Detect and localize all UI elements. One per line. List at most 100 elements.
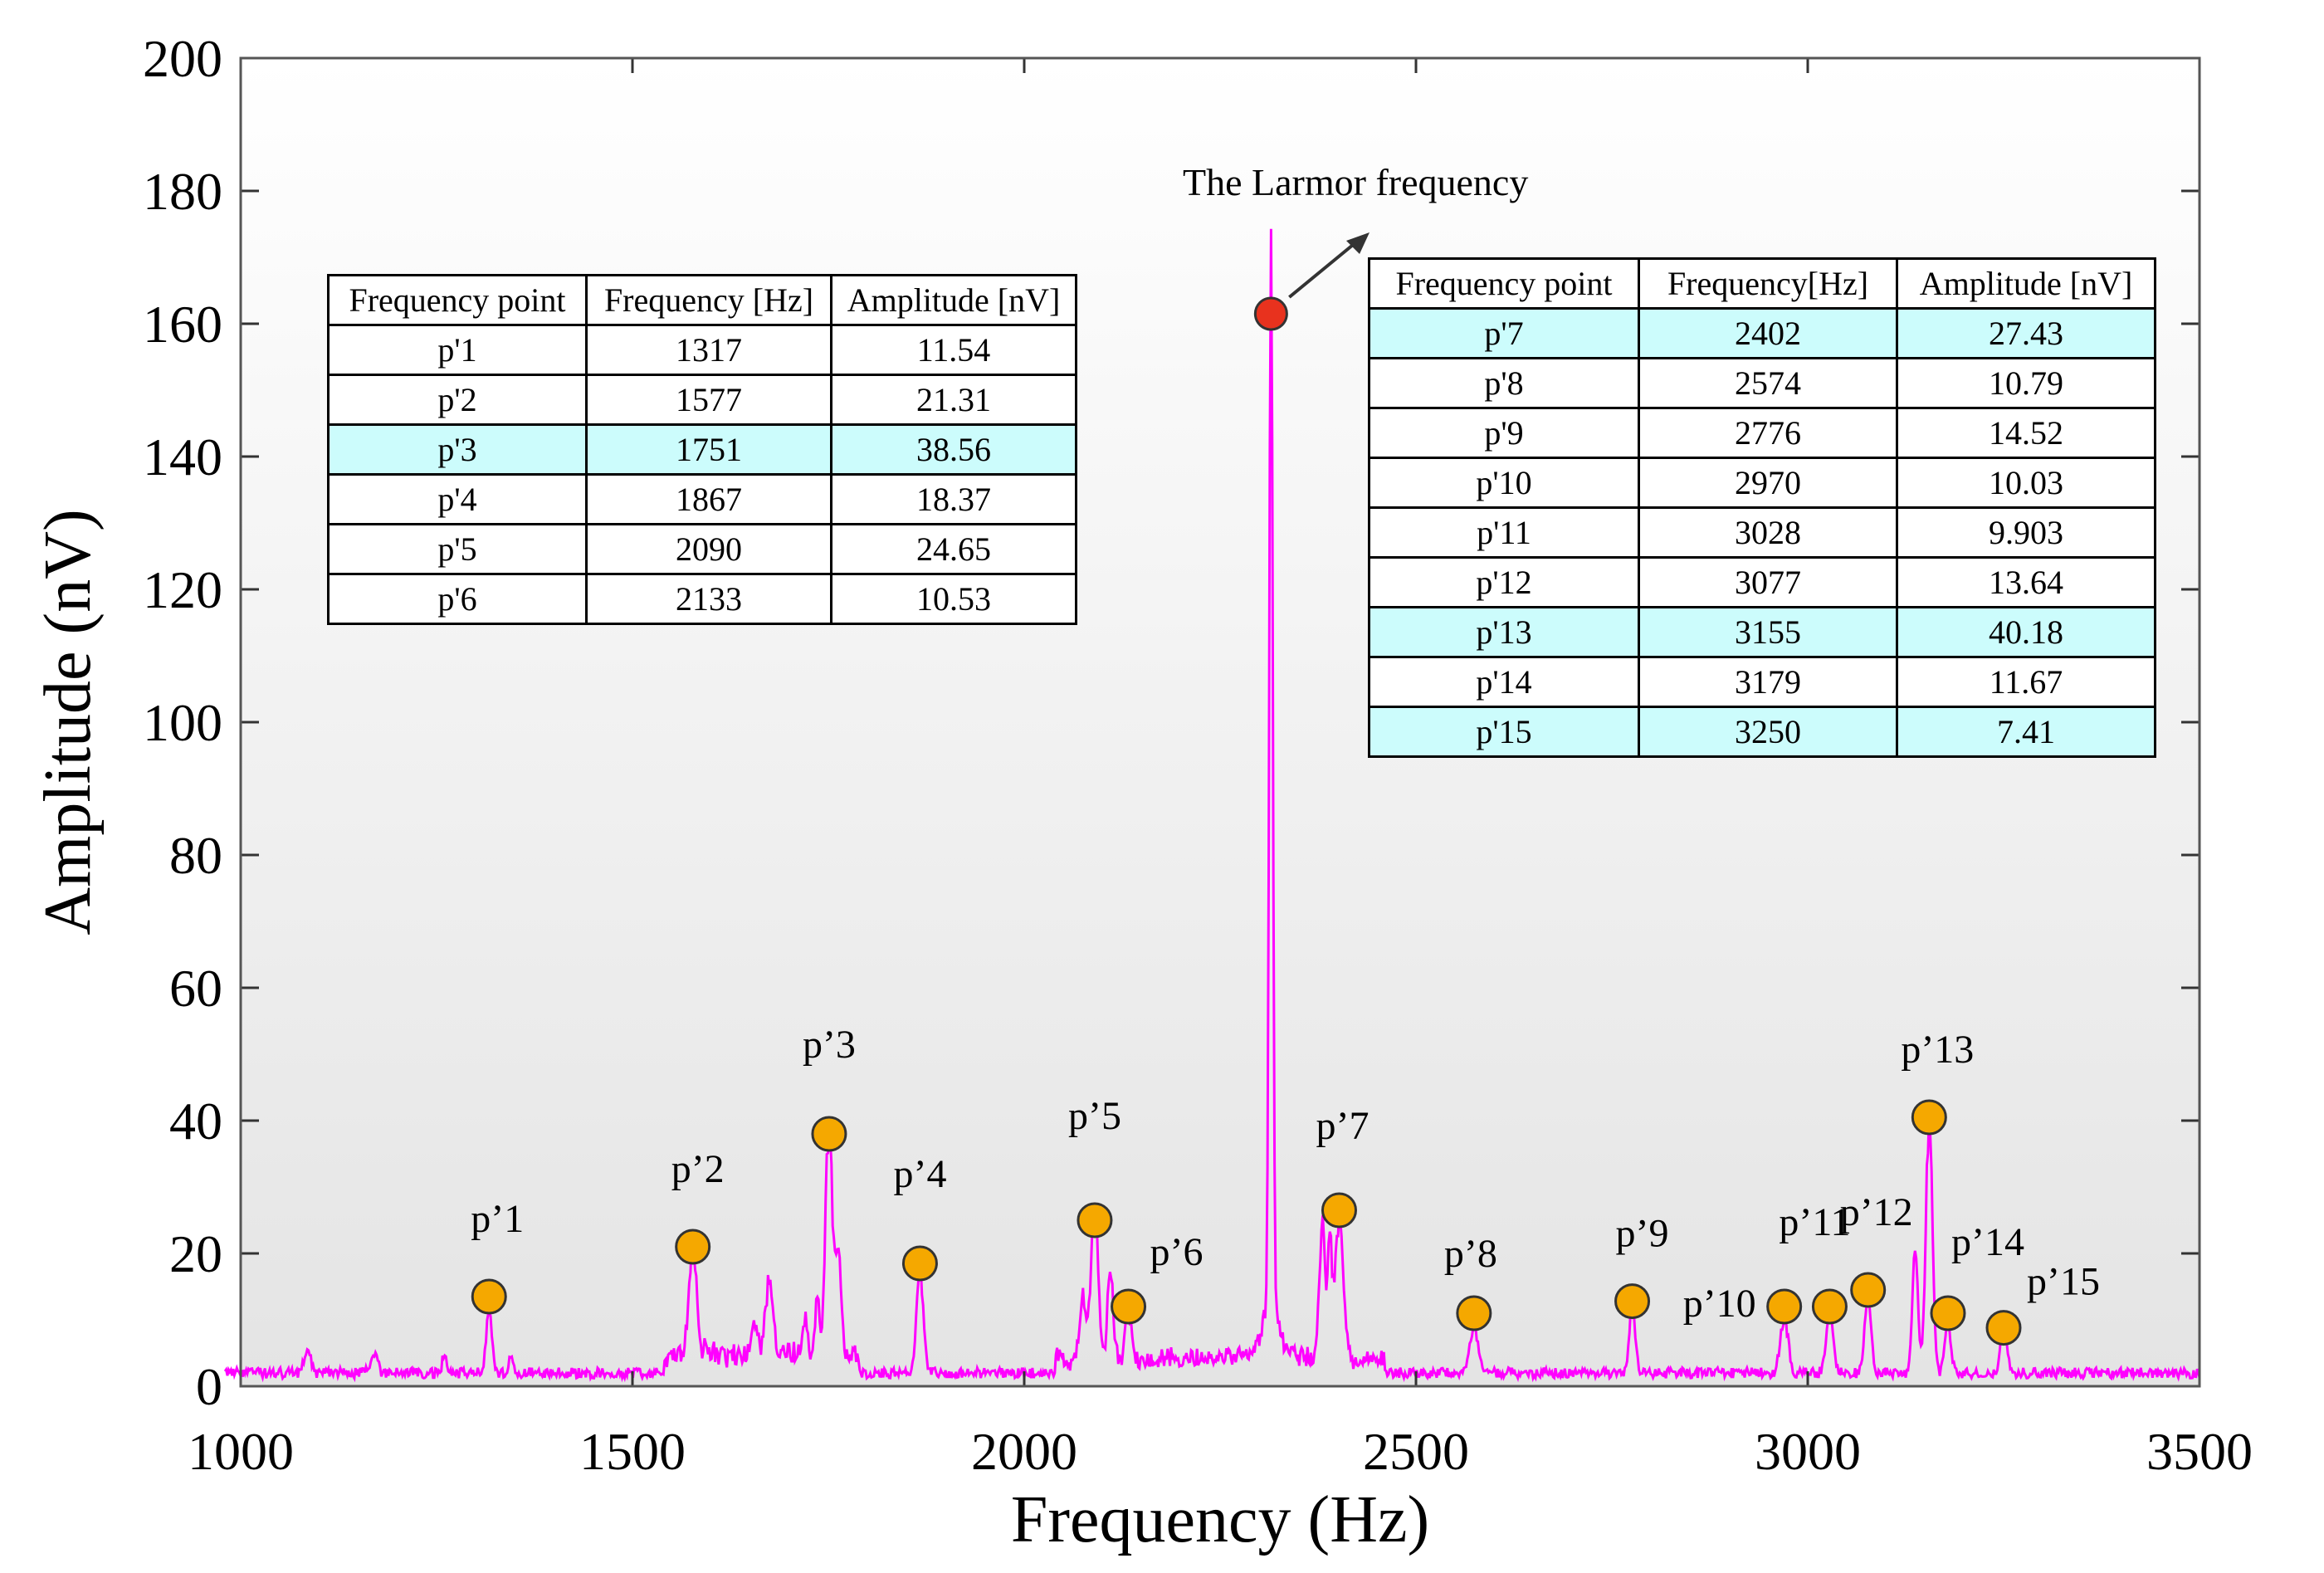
table-row: p'6 2133 10.53 (327, 573, 1077, 625)
table-cell: p'12 (1368, 556, 1640, 608)
table-cell: 27.43 (1896, 307, 2156, 359)
peak-label: p’6 (1150, 1230, 1204, 1274)
peak-label: p’12 (1840, 1190, 1913, 1234)
table-header-cell: Frequency point (327, 274, 588, 326)
table-cell: p'15 (1368, 706, 1640, 758)
table-cell: 7.41 (1896, 706, 2156, 758)
peak-marker (1985, 1310, 2022, 1346)
table-cell: p'3 (327, 423, 588, 476)
peak-marker (1930, 1295, 1966, 1331)
y-tick-label: 200 (143, 29, 222, 88)
peak-table-left: Frequency point Frequency [Hz] Amplitude [… (327, 274, 1077, 625)
table-row: p'2 1577 21.31 (327, 374, 1077, 426)
plot-frame (239, 56, 2201, 1388)
table-cell: p'13 (1368, 606, 1640, 658)
table-cell: 11.54 (830, 324, 1077, 376)
table-header-cell: Amplitude [nV] (830, 274, 1077, 326)
table-cell: p'10 (1368, 457, 1640, 509)
table-cell: p'11 (1368, 506, 1640, 559)
peak-marker (1456, 1295, 1492, 1331)
table-header-cell: Frequency [Hz] (585, 274, 832, 326)
peak-marker (1911, 1099, 1947, 1136)
table-cell: 1867 (585, 473, 832, 525)
spectrum-series-line (223, 228, 2201, 1383)
table-cell: p'7 (1368, 307, 1640, 359)
y-tick-label: 160 (143, 295, 222, 354)
peak-marker (1850, 1272, 1887, 1308)
table-cell: 14.52 (1896, 407, 2156, 459)
table-row: p'15 3250 7.41 (1368, 706, 2156, 758)
peak-label: p’10 (1683, 1282, 1756, 1326)
y-tick-label: 100 (143, 693, 222, 752)
table-cell: 10.03 (1896, 457, 2156, 509)
peak-marker (675, 1229, 711, 1265)
table-cell: 24.65 (830, 523, 1077, 575)
peak-marker (901, 1245, 938, 1282)
table-cell: 2090 (585, 523, 832, 575)
table-row: p'7 2402 27.43 (1368, 307, 2156, 359)
table-header-row: Frequency point Frequency[Hz] Amplitude [n… (1368, 257, 2156, 310)
table-row: p'4 1867 18.37 (327, 473, 1077, 525)
peak-label: p’13 (1901, 1028, 1974, 1072)
table-cell: 2970 (1638, 457, 1898, 509)
table-cell: 3077 (1638, 556, 1898, 608)
table-cell: 3028 (1638, 506, 1898, 559)
table-cell: p'6 (327, 573, 588, 625)
table-cell: 13.64 (1896, 556, 2156, 608)
table-row: p'13 3155 40.18 (1368, 606, 2156, 658)
table-cell: 1751 (585, 423, 832, 476)
table-header-row: Frequency point Frequency [Hz] Amplitude [… (327, 274, 1077, 326)
table-cell: p'14 (1368, 656, 1640, 708)
peak-marker (1614, 1283, 1651, 1320)
y-tick-label: 0 (196, 1357, 222, 1416)
peak-label: p’4 (893, 1152, 946, 1196)
y-tick-label: 60 (169, 959, 222, 1018)
table-cell: p'1 (327, 324, 588, 376)
peak-label: p’8 (1444, 1232, 1497, 1276)
table-cell: p'2 (327, 374, 588, 426)
table-cell: 1317 (585, 324, 832, 376)
table-cell: 38.56 (830, 423, 1077, 476)
peak-label: p’11 (1779, 1200, 1850, 1244)
table-cell: 3179 (1638, 656, 1898, 708)
table-cell: 10.53 (830, 573, 1077, 625)
table-row: p'11 3028 9.903 (1368, 506, 2156, 559)
larmor-marker (1253, 296, 1288, 331)
table-row: p'10 2970 10.03 (1368, 457, 2156, 509)
peak-marker (811, 1116, 847, 1152)
table-cell: 40.18 (1896, 606, 2156, 658)
larmor-arrow-head (1346, 232, 1370, 254)
table-cell: p'9 (1368, 407, 1640, 459)
peak-label: p’1 (471, 1197, 524, 1241)
peak-label: p’7 (1316, 1104, 1369, 1148)
peak-label: p’2 (671, 1147, 725, 1191)
larmor-arrow (1288, 243, 1355, 299)
peak-label: p’3 (803, 1023, 856, 1067)
table-row: p'14 3179 11.67 (1368, 656, 2156, 708)
x-tick-label: 1000 (188, 1422, 294, 1481)
larmor-annotation: The Larmor frequency (1183, 161, 1528, 203)
table-cell: 2402 (1638, 307, 1898, 359)
table-cell: 18.37 (830, 473, 1077, 525)
table-cell: p'4 (327, 473, 588, 525)
peak-marker (1811, 1288, 1848, 1325)
table-cell: 2776 (1638, 407, 1898, 459)
x-tick-label: 3500 (2146, 1422, 2253, 1481)
table-row: p'9 2776 14.52 (1368, 407, 2156, 459)
table-header-cell: Amplitude [nV] (1896, 257, 2156, 310)
x-axis-title: Frequency (Hz) (1011, 1483, 1429, 1556)
table-row: p'5 2090 24.65 (327, 523, 1077, 575)
x-tick-label: 2500 (1363, 1422, 1469, 1481)
table-cell: 3250 (1638, 706, 1898, 758)
table-cell: 2133 (585, 573, 832, 625)
table-cell: 2574 (1638, 357, 1898, 409)
peak-label: p’15 (2027, 1260, 2100, 1304)
table-row: p'8 2574 10.79 (1368, 357, 2156, 409)
peak-label: p’9 (1616, 1212, 1669, 1256)
peak-label: p’5 (1068, 1094, 1121, 1138)
table-header-cell: Frequency point (1368, 257, 1640, 310)
x-tick-label: 1500 (579, 1422, 686, 1481)
table-row: p'3 1751 38.56 (327, 423, 1077, 476)
y-tick-label: 180 (143, 162, 222, 221)
